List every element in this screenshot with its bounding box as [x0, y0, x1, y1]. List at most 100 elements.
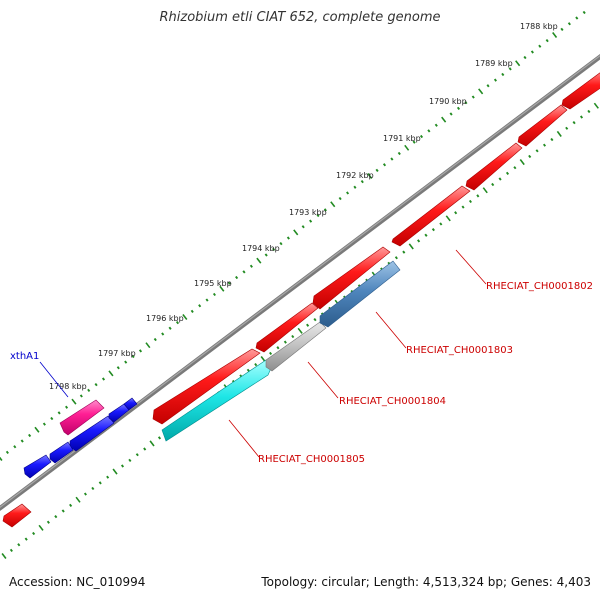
outer-ruler-minor-tick — [153, 337, 157, 342]
tick-label-1789: 1789 kbp — [475, 59, 513, 68]
gene-arrow-rheciat-ch0001804[interactable] — [265, 321, 327, 372]
outer-ruler-minor-tick — [79, 394, 83, 398]
inner-ruler-minor-tick — [572, 121, 576, 125]
gene-arrow[interactable] — [49, 441, 74, 464]
outer-ruler-minor-tick — [190, 309, 194, 313]
outer-ruler-major-tick — [404, 144, 410, 151]
outer-ruler-minor-tick — [419, 134, 424, 139]
outer-ruler-major-tick — [108, 370, 114, 377]
inner-ruler-minor-tick — [46, 520, 50, 524]
outer-ruler-minor-tick — [205, 298, 209, 302]
outer-ruler-minor-tick — [138, 349, 143, 353]
inner-ruler-minor-tick — [505, 171, 510, 175]
outer-ruler-minor-tick — [375, 168, 379, 172]
gene-label-rheciat-ch0001802[interactable]: RHECIAT_CH0001802 — [486, 281, 593, 292]
inner-ruler-major-tick — [75, 496, 81, 503]
outer-ruler-minor-tick — [131, 354, 135, 359]
inner-ruler-major-tick — [482, 187, 488, 194]
outer-ruler-minor-tick — [309, 219, 313, 223]
inner-ruler-minor-tick — [24, 537, 28, 541]
inner-ruler-minor-tick — [120, 464, 125, 468]
outer-ruler-minor-tick — [493, 78, 497, 82]
gene-arrow[interactable] — [255, 302, 319, 353]
outer-ruler-minor-tick — [360, 180, 364, 184]
genome-summary-text: Topology: circular; Length: 4,513,324 bp… — [261, 575, 591, 589]
tick-label-1791: 1791 kbp — [383, 134, 421, 143]
outer-ruler-minor-tick — [464, 101, 468, 105]
accession-text: Accession: NC_010994 — [9, 575, 146, 589]
outer-ruler-minor-tick — [456, 106, 461, 110]
outer-ruler-minor-tick — [57, 411, 61, 415]
inner-ruler-minor-tick — [69, 503, 73, 507]
label-leader-lines — [39, 249, 487, 458]
outer-ruler-minor-tick — [168, 326, 172, 330]
gene-arrow[interactable] — [312, 246, 391, 310]
outer-ruler-major-tick — [71, 398, 77, 405]
gene-arrow[interactable] — [2, 503, 32, 528]
gene-arrow-rheciat-ch0001805[interactable] — [161, 359, 273, 442]
outer-ruler-minor-tick — [316, 213, 320, 218]
gene-arrow-xtha1[interactable] — [59, 399, 105, 436]
gene-label-rheciat-ch0001805[interactable]: RHECIAT_CH0001805 — [258, 454, 365, 465]
outer-ruler-minor-tick — [390, 157, 394, 161]
inner-ruler-minor-tick — [439, 222, 443, 226]
gene-arrow[interactable] — [23, 454, 52, 479]
inner-ruler-minor-tick — [17, 543, 21, 547]
outer-ruler-major-tick — [0, 456, 3, 461]
inner-ruler-minor-tick — [565, 126, 569, 130]
inner-ruler-minor-tick — [498, 177, 502, 181]
tick-label-1788: 1788 kbp — [520, 22, 558, 31]
outer-ruler-minor-tick — [560, 27, 564, 31]
inner-ruler-minor-tick — [424, 233, 428, 237]
inner-ruler-minor-tick — [535, 149, 539, 153]
gene-arrow[interactable] — [152, 348, 261, 425]
inner-ruler-minor-tick — [587, 109, 591, 114]
outer-ruler-minor-tick — [582, 10, 586, 15]
outer-ruler-minor-tick — [567, 22, 571, 26]
outer-ruler-major-tick — [367, 173, 373, 179]
inner-ruler-major-tick — [1, 553, 7, 559]
tick-label-1794: 1794 kbp — [242, 244, 280, 253]
inner-ruler-major-tick — [112, 468, 118, 475]
inner-ruler — [1, 102, 599, 559]
outer-ruler-minor-tick — [116, 366, 120, 370]
gene-arrow[interactable] — [561, 69, 600, 110]
inner-ruler-major-tick — [297, 327, 303, 334]
gene-label-rheciat-ch0001803[interactable]: RHECIAT_CH0001803 — [406, 345, 513, 356]
gene-arrow[interactable] — [517, 104, 568, 147]
gene-arrow[interactable] — [123, 397, 138, 411]
outer-ruler-minor-tick — [286, 236, 290, 240]
outer-ruler-major-tick — [330, 201, 336, 208]
gene-label-rheciat-ch0001804[interactable]: RHECIAT_CH0001804 — [339, 396, 446, 407]
outer-ruler-minor-tick — [124, 360, 128, 364]
outer-ruler-major-tick — [34, 426, 40, 433]
outer-ruler-minor-tick — [242, 270, 246, 274]
outer-ruler-minor-tick — [449, 112, 453, 116]
inner-ruler-minor-tick — [417, 239, 421, 243]
gene-arrow-rheciat-ch0001803[interactable] — [319, 260, 401, 328]
outer-ruler-minor-tick — [235, 275, 239, 280]
outer-ruler-minor-tick — [508, 67, 512, 71]
gene-label-xtha1[interactable]: xthA1 — [10, 351, 39, 362]
inner-ruler-minor-tick — [9, 548, 13, 552]
outer-ruler-minor-tick — [42, 422, 46, 426]
outer-ruler-major-tick — [478, 88, 484, 95]
outer-ruler-minor-tick — [28, 433, 32, 438]
inner-ruler-minor-tick — [579, 115, 584, 119]
gene-arrow[interactable] — [391, 185, 471, 247]
outer-ruler-major-tick — [293, 229, 299, 236]
inner-ruler-minor-tick — [461, 205, 465, 209]
outer-ruler-minor-tick — [538, 44, 542, 48]
inner-ruler-minor-tick — [476, 194, 480, 198]
outer-ruler-minor-tick — [249, 264, 253, 268]
inner-ruler-major-tick — [519, 159, 525, 166]
inner-ruler-minor-tick — [454, 211, 458, 215]
outer-ruler-minor-tick — [545, 39, 549, 43]
outer-ruler-major-tick — [441, 116, 447, 123]
gene-arrow[interactable] — [465, 142, 523, 191]
gene-arrow[interactable] — [108, 403, 130, 423]
inner-ruler-minor-tick — [491, 182, 495, 187]
outer-ruler-minor-tick — [412, 140, 416, 144]
outer-ruler-minor-tick — [175, 321, 180, 325]
